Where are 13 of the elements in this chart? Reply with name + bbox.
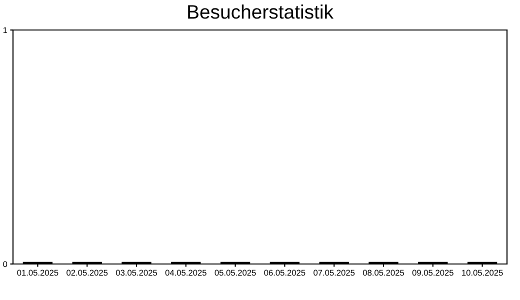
x-tick-label: 06.05.2025: [264, 270, 306, 276]
x-tick-label: 07.05.2025: [314, 270, 355, 276]
chart-title: Besucherstatistik: [188, 4, 334, 19]
x-tick-label: 03.05.2025: [116, 270, 158, 276]
x-tick-label: 01.05.2025: [17, 270, 58, 276]
x-tick-label: 08.05.2025: [362, 270, 404, 276]
y-tick-label: 0: [3, 261, 8, 268]
x-tick-label: 10.05.2025: [462, 270, 503, 276]
x-tick-label: 04.05.2025: [165, 270, 206, 276]
x-tick-label: 09.05.2025: [412, 270, 454, 276]
y-tick-label: 1: [3, 27, 8, 34]
x-tick-label: 05.05.2025: [214, 270, 256, 276]
x-tick-label: 02.05.2025: [66, 270, 108, 276]
